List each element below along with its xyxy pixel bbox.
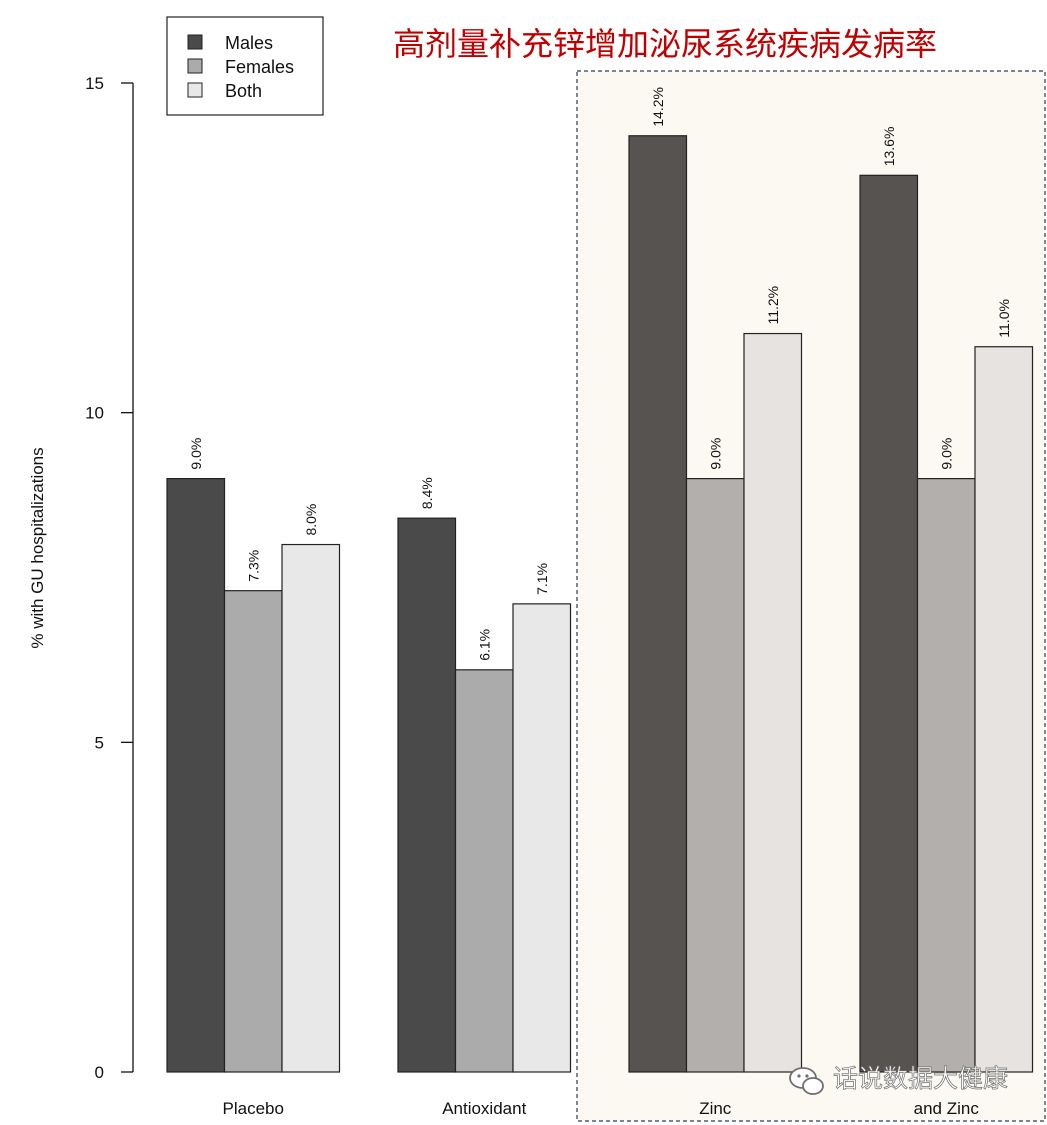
data-label: 13.6% — [881, 127, 897, 167]
y-axis-label: % with GU hospitalizations — [28, 447, 47, 648]
data-label: 9.0% — [188, 438, 204, 470]
legend-label-males: Males — [225, 33, 273, 53]
x-tick-label: and Zinc — [914, 1099, 980, 1118]
watermark-text: 话说数据大健康 — [833, 1064, 1008, 1093]
watermark: 话说数据大健康 — [789, 1064, 1008, 1095]
bar-both-and-zinc — [974, 346, 1034, 1073]
legend-swatch-males — [187, 34, 203, 50]
bar-females-and-zinc — [916, 478, 976, 1073]
wechat-icon — [789, 1067, 824, 1095]
chart-title: 高剂量补充锌增加泌尿系统疾病发病率 — [393, 25, 937, 63]
data-label: 7.3% — [245, 550, 261, 582]
data-label: 11.2% — [765, 286, 781, 325]
legend-label-both: Both — [225, 81, 262, 101]
bar-males-placebo — [166, 478, 226, 1073]
bar-males-antioxidant — [397, 517, 457, 1073]
y-tick-label: 10 — [85, 404, 104, 423]
data-label: 6.1% — [476, 629, 492, 661]
bar-females-zinc — [685, 478, 745, 1073]
data-label: 8.4% — [419, 477, 435, 509]
bar-males-and-zinc — [859, 174, 919, 1073]
bar-females-placebo — [223, 590, 283, 1073]
data-label: 14.2% — [650, 87, 666, 127]
bar-males-zinc — [628, 135, 688, 1073]
legend-label-females: Females — [225, 57, 294, 77]
legend-swatch-both — [187, 82, 203, 98]
x-tick-label: Antioxidant — [442, 1099, 526, 1118]
y-tick-label: 0 — [95, 1063, 104, 1082]
data-label: 8.0% — [303, 504, 319, 536]
y-tick-label: 15 — [85, 74, 104, 93]
bar-both-antioxidant — [512, 603, 572, 1073]
data-label: 9.0% — [707, 438, 723, 470]
y-tick-label: 5 — [95, 733, 104, 752]
data-label: 11.0% — [996, 299, 1012, 338]
bar-both-placebo — [281, 543, 341, 1073]
legend: Males Females Both — [166, 16, 324, 116]
data-label: 7.1% — [534, 563, 550, 595]
x-tick-label: Placebo — [223, 1099, 284, 1118]
data-label: 9.0% — [938, 438, 954, 470]
x-tick-label: Zinc — [699, 1099, 732, 1118]
bar-females-antioxidant — [454, 669, 514, 1073]
bar-both-zinc — [743, 332, 803, 1073]
legend-swatch-females — [187, 58, 203, 74]
